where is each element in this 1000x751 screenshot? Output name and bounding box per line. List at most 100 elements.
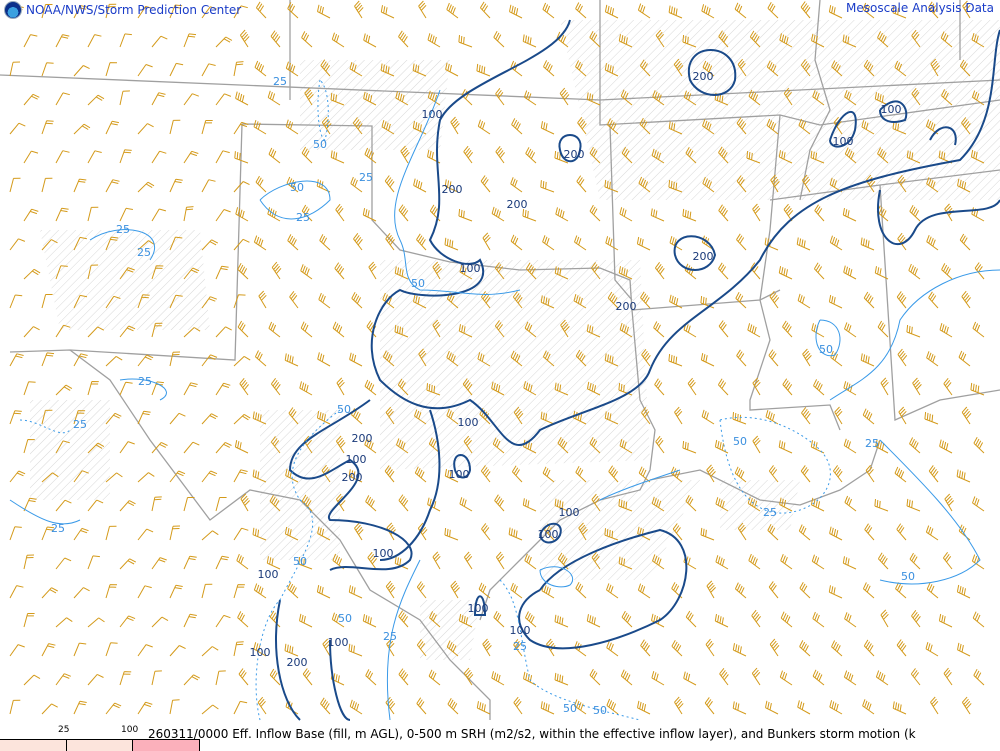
wind-barb bbox=[651, 670, 665, 686]
wind-barb bbox=[829, 700, 843, 715]
wind-barb bbox=[183, 267, 200, 280]
wind-barb bbox=[734, 582, 747, 599]
wind-barb bbox=[427, 149, 441, 164]
wind-barb bbox=[237, 611, 249, 628]
srh-contour-labels: 1002002001002002001001001001002001002001… bbox=[51, 70, 915, 717]
wind-barb bbox=[765, 700, 779, 715]
wind-barb bbox=[233, 700, 248, 715]
wind-barb bbox=[862, 2, 875, 19]
wind-barb bbox=[254, 350, 267, 367]
wind-barb bbox=[255, 1, 267, 19]
wind-barb bbox=[607, 291, 619, 309]
wind-barb bbox=[482, 638, 492, 657]
wind-barb bbox=[330, 92, 345, 106]
wind-barb bbox=[55, 150, 70, 164]
wind-barb bbox=[682, 34, 697, 48]
wind-barb bbox=[843, 381, 857, 396]
wind-barb bbox=[119, 267, 135, 280]
wind-barb bbox=[650, 208, 665, 222]
wind-barb bbox=[201, 646, 219, 657]
wind-barb bbox=[575, 2, 587, 19]
wind-barb bbox=[284, 353, 299, 367]
wind-barb bbox=[641, 348, 651, 367]
wind-barb bbox=[637, 3, 651, 19]
wind-barb bbox=[797, 293, 811, 309]
wind-barb bbox=[287, 2, 299, 19]
wind-barb bbox=[463, 435, 473, 454]
wind-barb bbox=[235, 91, 249, 106]
wind-barb bbox=[385, 580, 396, 599]
wind-barb bbox=[812, 90, 825, 106]
wind-barb bbox=[353, 232, 363, 251]
wind-barb bbox=[737, 522, 747, 541]
hatch-area bbox=[420, 600, 480, 660]
wind-barb bbox=[554, 382, 569, 396]
wind-barb bbox=[491, 671, 505, 686]
wind-barb bbox=[810, 150, 825, 164]
wind-barb bbox=[874, 266, 889, 280]
wind-barb bbox=[151, 616, 169, 628]
wind-barb bbox=[766, 118, 779, 135]
wind-barb bbox=[495, 551, 505, 570]
wind-barb bbox=[554, 266, 569, 280]
wind-barb bbox=[748, 89, 761, 106]
wind-barb bbox=[701, 409, 715, 425]
wind-barb bbox=[73, 700, 87, 715]
wind-barb bbox=[416, 581, 427, 599]
wind-barb bbox=[119, 558, 137, 570]
wind-barb bbox=[335, 203, 345, 222]
wind-barb bbox=[877, 552, 889, 570]
wind-barb bbox=[865, 464, 875, 483]
wind-barb bbox=[87, 206, 99, 222]
wind-barb bbox=[640, 639, 651, 657]
wind-barb bbox=[668, 180, 683, 193]
wind-barb bbox=[554, 498, 569, 512]
wind-barb bbox=[702, 60, 715, 77]
wind-barb bbox=[394, 266, 409, 280]
wind-barb bbox=[798, 524, 811, 541]
wind-barb bbox=[41, 587, 58, 599]
wind-barb bbox=[331, 612, 345, 628]
wind-barb bbox=[450, 116, 460, 135]
wind-barb bbox=[9, 410, 22, 425]
wind-barb bbox=[119, 381, 133, 396]
wind-barb bbox=[41, 703, 58, 715]
wind-barb bbox=[354, 522, 364, 541]
wind-barb bbox=[445, 62, 459, 77]
wind-barb bbox=[183, 206, 194, 222]
contour-label: 100 bbox=[373, 547, 394, 560]
wind-barb bbox=[749, 30, 761, 48]
wind-barb bbox=[105, 62, 118, 77]
wind-barb bbox=[574, 235, 587, 251]
wind-barb bbox=[943, 667, 953, 686]
wind-barb bbox=[366, 320, 377, 338]
wind-barb bbox=[233, 61, 244, 77]
wind-barb bbox=[385, 696, 396, 715]
contour-label: 25 bbox=[116, 223, 130, 236]
wind-barb bbox=[215, 209, 231, 222]
wind-barb bbox=[912, 377, 922, 396]
wind-barb bbox=[169, 119, 181, 135]
wind-barb bbox=[748, 553, 761, 570]
wind-barb bbox=[522, 209, 537, 222]
wind-barb bbox=[718, 30, 729, 48]
wind-barb bbox=[239, 377, 249, 396]
wind-barb bbox=[269, 668, 281, 686]
wind-barb bbox=[304, 87, 314, 106]
srh-contour-high bbox=[518, 528, 688, 650]
wind-barb bbox=[700, 527, 715, 541]
wind-barb bbox=[941, 89, 953, 106]
wind-barb bbox=[542, 466, 555, 483]
contour-label: 200 bbox=[507, 198, 528, 211]
wind-barb bbox=[380, 5, 395, 19]
wind-barb bbox=[183, 674, 200, 686]
wind-barb bbox=[23, 497, 37, 512]
wind-barb bbox=[813, 379, 825, 396]
wind-barb bbox=[957, 178, 971, 193]
wind-barb bbox=[844, 90, 857, 106]
wind-barb bbox=[961, 696, 972, 715]
wind-barb bbox=[732, 701, 747, 715]
wind-barb bbox=[73, 587, 90, 599]
wind-barb bbox=[524, 611, 537, 628]
